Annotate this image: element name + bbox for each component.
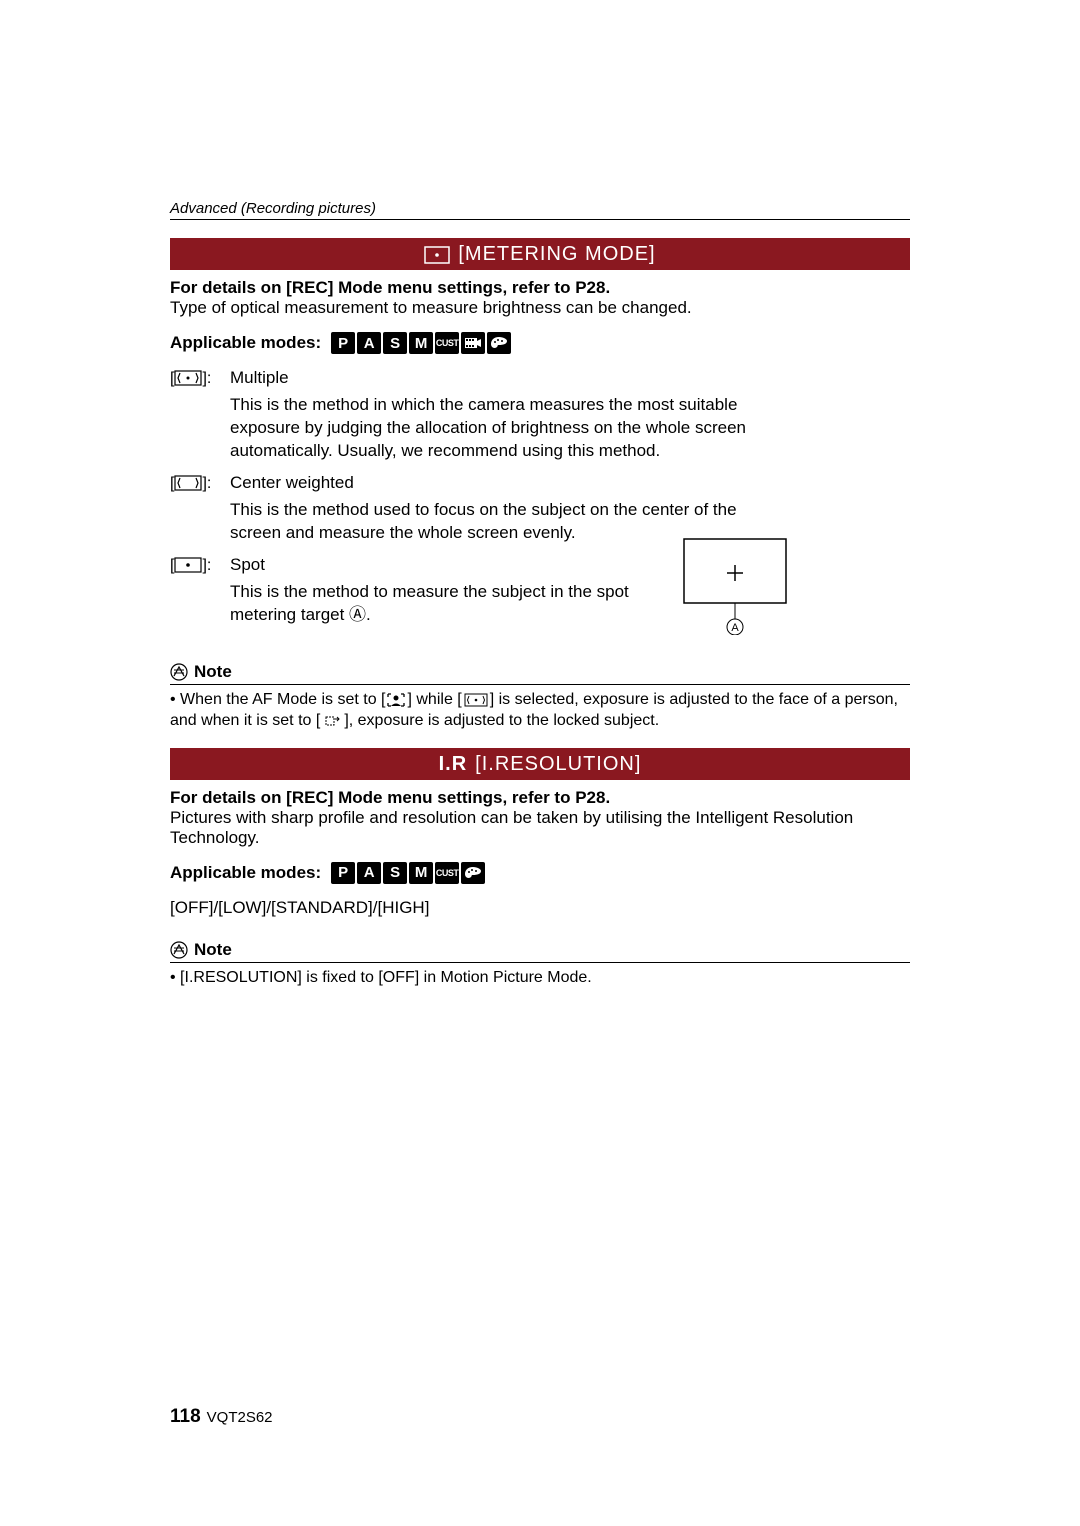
metering-note-body: • When the AF Mode is set to [ ] while []… — [170, 689, 910, 732]
mode-badge-film — [461, 332, 485, 354]
metering-note: Note • When the AF Mode is set to [ ] whi… — [170, 662, 910, 732]
mode-badge-a: A — [357, 862, 381, 884]
svg-text:A: A — [731, 622, 739, 634]
meter-multi-title: Multiple — [230, 368, 790, 388]
note-post: ], exposure is adjusted to the locked su… — [344, 712, 659, 729]
meter-spot-desc: This is the method to measure the subjec… — [230, 581, 670, 627]
metering-row-center: [ ]: Center weighted This is the method … — [170, 473, 910, 545]
meter-multi-icon: [ ]: — [170, 370, 211, 387]
meter-spot-icon: [ ]: — [170, 557, 211, 574]
page-number: 118 — [170, 1406, 201, 1427]
ir-header-icon: I.R — [439, 753, 468, 776]
mode-badge-cust: CUST — [435, 332, 459, 354]
ires-note-body: • [I.RESOLUTION] is fixed to [OFF] in Mo… — [170, 967, 910, 989]
note-icon — [170, 941, 188, 959]
note-pre: • When the AF Mode is set to [ — [170, 691, 385, 708]
ires-mode-options: [OFF]/[LOW]/[STANDARD]/[HIGH] — [170, 898, 910, 918]
meter-multi-desc: This is the method in which the camera m… — [230, 394, 790, 463]
meter-multi-inline-icon — [464, 693, 488, 707]
note-label: Note — [194, 940, 232, 960]
section-title-iresolution: [I.RESOLUTION] — [475, 753, 641, 776]
meter-spot-title: Spot — [230, 555, 670, 575]
meter-center-icon: [ ]: — [170, 475, 211, 492]
spot-figure: A — [680, 535, 790, 640]
note-icon — [170, 663, 188, 681]
face-detect-icon — [387, 693, 405, 707]
note-label: Note — [194, 662, 232, 682]
metering-mode-badges: PASMCUST — [331, 332, 511, 354]
section-header-metering: [METERING MODE] — [170, 238, 910, 270]
ires-note: Note • [I.RESOLUTION] is fixed to [OFF] … — [170, 940, 910, 989]
applicable-label: Applicable modes: — [170, 333, 321, 353]
mode-badge-a: A — [357, 332, 381, 354]
metering-row-multiple: [ ]: Multiple This is the method in whic… — [170, 368, 910, 463]
meter-center-title: Center weighted — [230, 473, 790, 493]
mode-badge-p: P — [331, 332, 355, 354]
mode-badge-palette — [461, 862, 485, 884]
ires-mode-badges: PASMCUST — [331, 862, 485, 884]
mode-badge-s: S — [383, 862, 407, 884]
metering-options: [ ]: Multiple This is the method in whic… — [170, 368, 910, 640]
ires-intro-bold: For details on [REC] Mode menu settings,… — [170, 788, 910, 808]
note-mid1: ] while [ — [407, 691, 461, 708]
mode-badge-m: M — [409, 862, 433, 884]
ires-intro-reg: Pictures with sharp profile and resoluti… — [170, 808, 910, 848]
ires-applicable-row: Applicable modes: PASMCUST — [170, 862, 910, 884]
page-footer: 118 VQT2S62 — [170, 1406, 273, 1428]
section-title-metering: [METERING MODE] — [458, 243, 655, 266]
mode-badge-p: P — [331, 862, 355, 884]
metering-row-spot: [ ]: Spot This is the method to measure … — [170, 555, 910, 640]
mode-badge-palette — [487, 332, 511, 354]
metering-intro-bold: For details on [REC] Mode menu settings,… — [170, 278, 910, 298]
mode-badge-s: S — [383, 332, 407, 354]
section-header-iresolution: I.R [I.RESOLUTION] — [170, 748, 910, 780]
applicable-label: Applicable modes: — [170, 863, 321, 883]
breadcrumb: Advanced (Recording pictures) — [170, 200, 910, 220]
mode-badge-m: M — [409, 332, 433, 354]
metering-header-icon — [424, 246, 450, 264]
metering-applicable-row: Applicable modes: PASMCUST — [170, 332, 910, 354]
tracking-af-icon — [322, 714, 342, 728]
metering-intro-reg: Type of optical measurement to measure b… — [170, 298, 910, 318]
mode-badge-cust: CUST — [435, 862, 459, 884]
doc-code: VQT2S62 — [207, 1409, 273, 1426]
